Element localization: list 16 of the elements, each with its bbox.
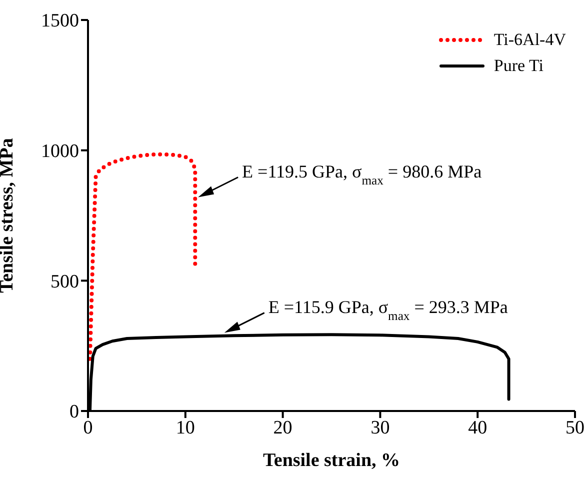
x-tick-label: 10: [176, 417, 195, 438]
legend-label: Pure Ti: [494, 56, 544, 76]
y-tick-label: 500: [50, 271, 79, 292]
y-tick-label: 1500: [41, 10, 79, 32]
x-tick-label: 40: [468, 417, 488, 438]
x-tick-label: 50: [566, 417, 584, 438]
legend-label: Ti-6Al-4V: [494, 30, 566, 50]
x-tick-label: 0: [83, 417, 93, 438]
x-axis-title: Tensile strain, %: [262, 450, 400, 471]
y-tick-label: 1000: [41, 141, 79, 162]
x-tick-label: 30: [370, 417, 390, 438]
x-tick-label: 20: [273, 417, 292, 438]
line-series: [88, 152, 198, 361]
annotation: E =119.5 GPa, σ$_{max}$ = 980.6 MPa: [242, 161, 482, 188]
y-tick-label: 0: [70, 402, 79, 423]
annotation: E =115.9 GPa, σ$_{max}$ = 293.3 MPa: [268, 296, 508, 323]
